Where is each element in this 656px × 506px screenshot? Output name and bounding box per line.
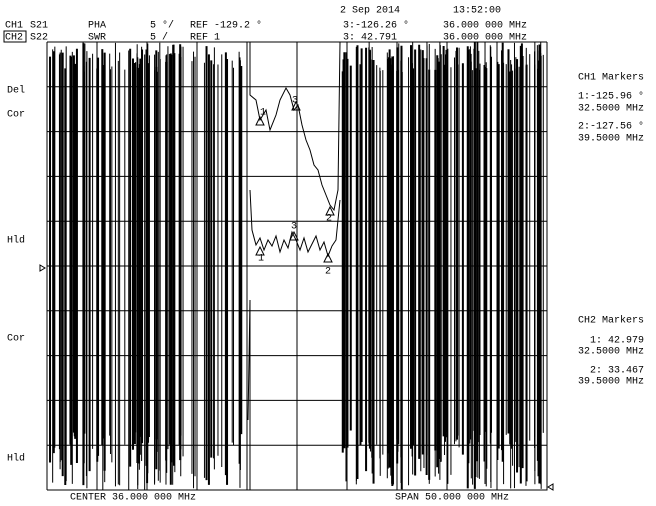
ch1-trace — [249, 41, 341, 212]
trace-marker-label: 1 — [258, 254, 264, 265]
parameter: S21 — [30, 21, 48, 32]
time: 13:52:00 — [453, 6, 501, 17]
channel-name: CH1 — [5, 21, 23, 32]
center-frequency: CENTER 36.000 000 MHz — [70, 493, 196, 504]
span: SPAN 50.000 000 MHz — [395, 493, 509, 504]
graticule — [46, 41, 548, 491]
noise-line — [47, 299, 251, 491]
date: 2 Sep 2014 — [340, 6, 400, 17]
parameter: S22 — [30, 33, 48, 44]
trace-marker-label: 3 — [292, 96, 298, 107]
ch2-trace — [249, 189, 341, 258]
side-label: Cor — [7, 110, 25, 121]
marker-value: 2:-127.56 ° — [578, 121, 644, 133]
marker-frequency: 32.5000 MHz — [578, 347, 644, 358]
marker-frequency: 36.000 000 MHz — [443, 21, 527, 32]
noise-line — [340, 42, 548, 491]
format: SWR — [88, 33, 106, 44]
marker-frequency: 32.5000 MHz — [578, 104, 644, 115]
side-label: Hld — [7, 235, 25, 247]
side-label: Del — [7, 85, 25, 97]
reference: REF 1 — [190, 33, 220, 44]
channel-name: CH2 — [5, 33, 23, 44]
scale: 5 / — [150, 32, 168, 44]
marker-frequency: 39.5000 MHz — [578, 377, 644, 388]
trace-marker-label: 2 — [325, 267, 331, 278]
side-label: Hld — [7, 453, 25, 465]
marker-readout: 3: 42.791 — [343, 33, 397, 44]
scale: 5 °/ — [150, 20, 174, 32]
reference: REF -129.2 ° — [190, 20, 262, 32]
marker-frequency: 36.000 000 MHz — [443, 33, 527, 44]
trace-noise — [47, 42, 548, 491]
active-channel-box — [3, 30, 27, 43]
markers-title: CH1 Markers — [578, 72, 644, 84]
trace-marker-label: 2 — [326, 214, 332, 225]
marker-frequency: 39.5000 MHz — [578, 134, 644, 145]
trace-marker-label: 1 — [260, 108, 266, 119]
markers-title: CH2 Markers — [578, 315, 644, 327]
format: PHA — [88, 21, 106, 32]
marker-value: 1:-125.96 ° — [578, 91, 644, 103]
marker-value: 1: 42.979 — [590, 336, 644, 347]
marker-symbols — [39, 100, 554, 491]
side-label: Cor — [7, 334, 25, 345]
marker-readout: 3:-126.26 ° — [343, 20, 409, 32]
marker-value: 2: 33.467 — [590, 366, 644, 377]
trace-marker-label: 3 — [291, 222, 297, 233]
